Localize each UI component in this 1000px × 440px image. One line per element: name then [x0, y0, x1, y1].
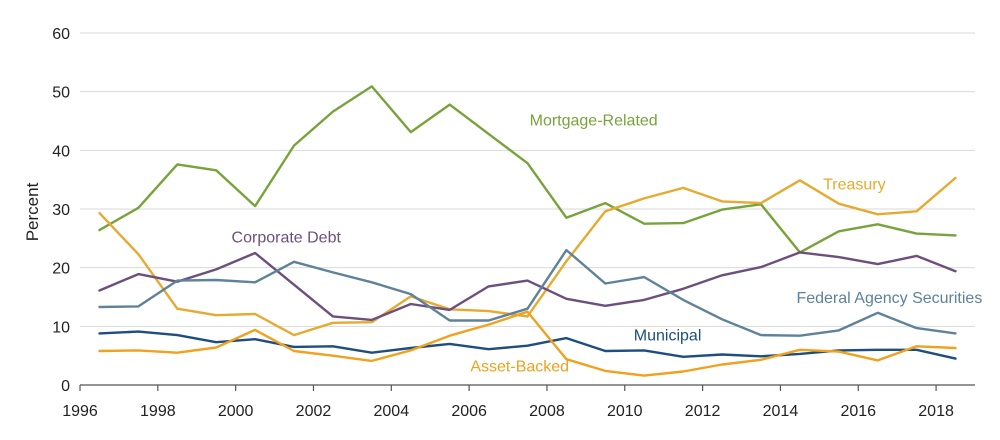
y-tick-label: 30 — [52, 202, 70, 219]
y-tick-label: 60 — [52, 26, 70, 43]
x-tick-label: 1998 — [140, 403, 176, 420]
series-label-mortgage-related: Mortgage-Related — [530, 113, 658, 130]
series-line-mortgage-related — [98, 85, 957, 254]
series-line-asset-backed — [98, 310, 957, 377]
x-tick-label: 2016 — [840, 403, 876, 420]
series-line-corporate-debt — [98, 251, 957, 322]
series-label-asset-backed: Asset-Backed — [470, 359, 569, 376]
series-lines — [98, 85, 957, 377]
y-tick-label: 20 — [52, 261, 70, 278]
axes: 0 10 20 30 40 50 60 1996 1998 2000 2002 2004 2006 200… — [52, 26, 975, 420]
y-tick-label: 50 — [52, 85, 70, 102]
y-tick-label: 40 — [52, 143, 70, 160]
series-line-federal-agency-securities — [98, 248, 957, 337]
series-label-federal-agency-securities: Federal Agency Securities — [796, 290, 982, 307]
x-tick-label: 2004 — [374, 403, 410, 420]
x-tick-label: 2018 — [918, 403, 954, 420]
x-tick-label: 2010 — [607, 403, 643, 420]
y-axis-title: Percent — [23, 182, 42, 241]
y-tick-label: 10 — [52, 319, 70, 336]
series-labels: Mortgage-Related Treasury Corporate Debt Fe… — [232, 113, 983, 376]
gridlines — [80, 32, 975, 327]
y-tick-label: 0 — [61, 378, 70, 395]
series-label-corporate-debt: Corporate Debt — [232, 229, 342, 246]
x-tick-label: 2006 — [451, 403, 487, 420]
x-tick-label: 2012 — [685, 403, 721, 420]
series-line-municipal — [98, 330, 957, 360]
x-tick-label: 1996 — [62, 403, 98, 420]
x-tick-label: 2008 — [529, 403, 565, 420]
series-line-treasury — [98, 176, 957, 337]
x-tick-label: 2002 — [296, 403, 332, 420]
series-label-treasury: Treasury — [823, 177, 886, 194]
series-label-municipal: Municipal — [634, 327, 702, 344]
x-tick-label: 2000 — [218, 403, 254, 420]
x-tick-label: 2014 — [763, 403, 799, 420]
